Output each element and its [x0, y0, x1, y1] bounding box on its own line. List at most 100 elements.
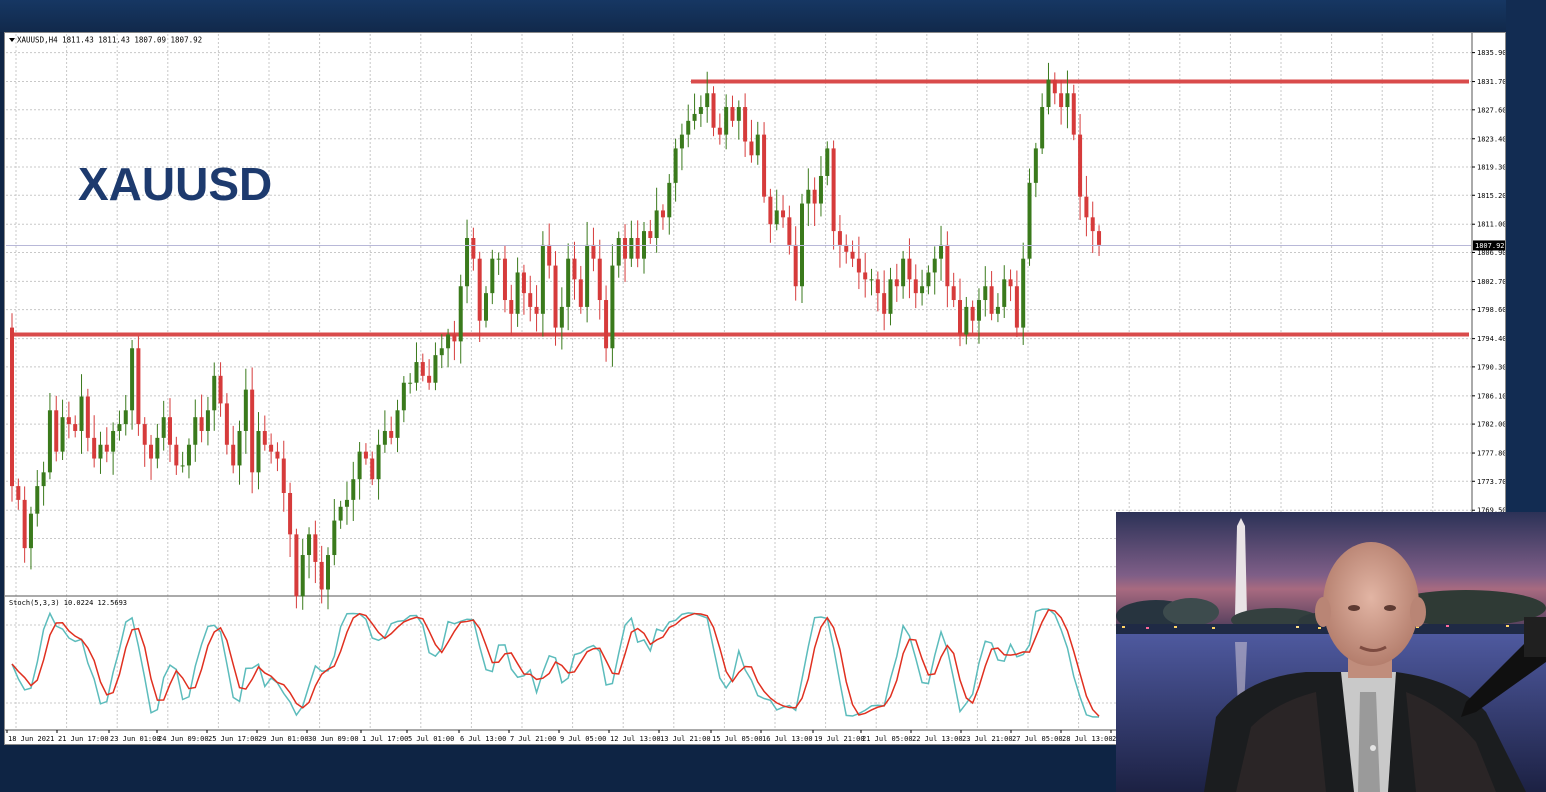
candle — [250, 367, 255, 494]
candle — [995, 293, 1000, 323]
candle — [224, 393, 229, 455]
candle — [35, 470, 40, 527]
candle-body — [800, 203, 804, 287]
stoch-signal-line — [11, 609, 1100, 717]
candle — [572, 241, 577, 300]
candle-body — [1008, 279, 1013, 287]
candle-body — [774, 210, 779, 225]
candle-body — [730, 107, 735, 121]
chart-header: XAUUSD,H4 1811.43 1811.43 1807.09 1807.9… — [9, 36, 202, 45]
time-tick-label: 28 Jul 13:00 — [1062, 735, 1113, 743]
candle-body — [736, 107, 741, 121]
candle-body — [433, 355, 438, 383]
candle — [313, 520, 318, 584]
candle — [344, 481, 349, 525]
price-tick-label: 1790.30 — [1477, 363, 1505, 371]
candle-body — [250, 389, 255, 473]
candle-body — [60, 417, 65, 452]
candle — [818, 156, 823, 217]
candle-body — [168, 417, 172, 445]
candle — [243, 368, 248, 454]
candle — [964, 296, 969, 345]
price-tick-label: 1811.00 — [1477, 221, 1505, 229]
candle — [831, 140, 836, 250]
candle — [787, 205, 792, 255]
candle — [673, 138, 678, 202]
candle-body — [224, 403, 229, 445]
candle-body — [597, 258, 602, 301]
candle — [60, 399, 65, 460]
candle-body — [307, 534, 312, 556]
candle-body — [382, 430, 387, 445]
candle — [1014, 270, 1019, 337]
candle-body — [351, 479, 356, 500]
candle — [654, 187, 659, 253]
candle — [863, 252, 868, 298]
candle-body — [123, 410, 128, 425]
candle — [41, 461, 46, 506]
candles — [10, 62, 1102, 610]
candle-body — [363, 451, 368, 459]
time-tick-label: 22 Jul 13:00 — [912, 735, 963, 743]
candle — [408, 373, 413, 394]
candle — [623, 224, 628, 282]
candle — [111, 422, 116, 475]
candle — [496, 252, 501, 275]
candle — [888, 267, 893, 326]
candle-body — [515, 272, 520, 314]
candle — [566, 243, 571, 331]
candle — [1040, 93, 1045, 154]
candle-body — [818, 175, 823, 204]
candle — [547, 223, 552, 279]
candle — [465, 219, 470, 304]
candle-body — [1071, 93, 1076, 135]
time-tick-label: 24 Jun 09:00 — [158, 735, 209, 743]
candle-body — [218, 375, 223, 404]
candle — [869, 268, 874, 296]
candle — [326, 547, 330, 610]
candle-body — [875, 279, 880, 294]
support-resistance-lines[interactable] — [10, 79, 1469, 337]
candle — [262, 415, 267, 451]
candle-body — [787, 217, 792, 245]
stoch-main-line — [11, 608, 1100, 718]
candle — [142, 417, 147, 467]
candle — [660, 204, 665, 230]
candle — [604, 285, 609, 362]
candle — [686, 104, 691, 148]
time-tick-label: 30 Jun 09:00 — [308, 735, 359, 743]
chart-window[interactable]: 1835.90 1831.70 1827.60 1823.40 1819.30 1815.… — [4, 32, 1506, 745]
time-tick-label: 1 Jul 17:00 — [362, 735, 408, 743]
candle-body — [1014, 286, 1019, 328]
time-tick-label: 27 Jul 05:00 — [1012, 735, 1063, 743]
candle — [1027, 168, 1032, 266]
candle-body — [976, 300, 981, 321]
microphone — [1461, 617, 1546, 717]
candle — [458, 274, 463, 364]
candle-body — [35, 486, 40, 514]
time-tick-label: 7 Jul 21:00 — [510, 735, 556, 743]
candle-body — [749, 141, 754, 156]
candle — [136, 336, 141, 436]
candle — [945, 231, 950, 308]
candle — [528, 275, 533, 322]
right-frame — [1506, 0, 1546, 512]
candle — [642, 222, 646, 274]
candle-body — [376, 444, 381, 480]
price-chart[interactable]: 1835.90 1831.70 1827.60 1823.40 1819.30 1815.… — [5, 33, 1505, 744]
dropdown-triangle-icon[interactable] — [9, 38, 15, 42]
candle-body — [130, 348, 135, 411]
candle — [452, 320, 457, 361]
candle-body — [496, 258, 501, 260]
candle-body — [446, 334, 451, 349]
candle-body — [104, 444, 109, 452]
candle-body — [319, 561, 324, 590]
top-frame — [0, 0, 1546, 32]
candle — [382, 410, 387, 453]
candle-body — [901, 258, 906, 287]
candle-body — [458, 286, 463, 342]
candle-body — [205, 410, 210, 431]
candle — [168, 398, 172, 462]
candle-body — [326, 555, 330, 590]
candle-body — [1021, 258, 1026, 328]
